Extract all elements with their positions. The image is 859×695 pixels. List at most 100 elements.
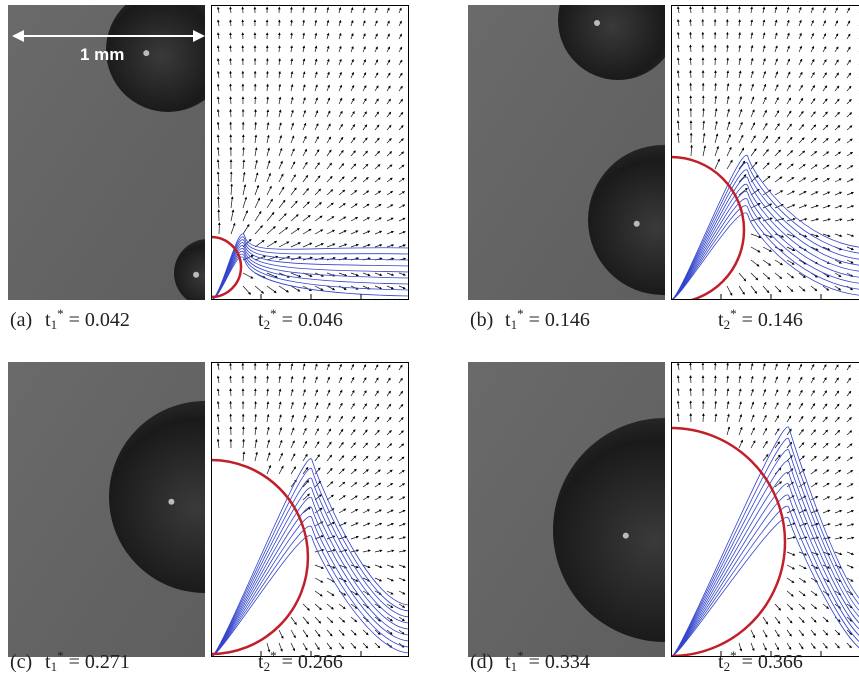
velocity-arrow — [834, 111, 840, 118]
velocity-arrow — [386, 20, 390, 27]
velocity-arrow — [750, 148, 757, 157]
velocity-arrow — [326, 508, 335, 514]
velocity-arrow — [750, 272, 759, 281]
velocity-arrow — [834, 72, 840, 79]
velocity-arrow — [786, 19, 790, 27]
velocity-arrow — [290, 135, 295, 144]
velocity-arrow — [702, 132, 706, 144]
velocity-arrow — [786, 642, 792, 650]
panel: (b) t1* = 0.146 t2* = 0.146 — [468, 5, 859, 332]
velocity-arrow — [714, 70, 717, 79]
velocity-arrow — [362, 629, 369, 636]
streamline — [211, 496, 409, 657]
velocity-arrow — [810, 603, 818, 610]
velocity-arrow — [762, 246, 773, 252]
velocity-arrow — [326, 494, 334, 501]
streamline — [671, 205, 859, 300]
velocity-arrow — [810, 233, 819, 238]
velocity-arrow — [810, 164, 818, 170]
velocity-arrow — [326, 577, 336, 583]
velocity-arrow — [350, 603, 358, 609]
value: = 0.271 — [64, 651, 130, 673]
velocity-arrow — [338, 455, 345, 462]
velocity-arrow — [350, 429, 356, 436]
velocity-arrow — [834, 509, 843, 514]
velocity-arrow — [786, 150, 794, 157]
velocity-arrow — [350, 203, 358, 209]
velocity-arrow — [822, 151, 830, 157]
velocity-arrow — [216, 413, 220, 423]
velocity-arrow — [750, 629, 755, 639]
velocity-arrow — [398, 549, 407, 553]
velocity-arrow — [822, 416, 828, 423]
velocity-arrow — [798, 204, 808, 209]
velocity-arrow — [350, 376, 355, 384]
velocity-arrow — [750, 83, 754, 92]
velocity-arrow — [302, 242, 313, 248]
velocity-arrow — [338, 535, 348, 540]
velocity-arrow — [338, 441, 344, 449]
velocity-arrow — [738, 401, 742, 410]
symbol: t — [718, 309, 724, 331]
velocity-arrow — [762, 70, 766, 79]
velocity-arrow — [302, 135, 307, 144]
velocity-arrow — [738, 285, 745, 295]
velocity-arrow — [374, 536, 383, 540]
droplet — [109, 401, 205, 593]
velocity-arrow — [774, 176, 783, 183]
velocity-arrow — [798, 590, 806, 597]
velocity-arrow — [338, 203, 346, 209]
velocity-arrow — [386, 230, 394, 235]
velocity-arrow — [314, 480, 322, 488]
velocity-arrow — [398, 46, 403, 53]
velocity-arrow — [834, 456, 841, 462]
velocity-arrow — [302, 161, 308, 170]
velocity-arrow — [398, 590, 406, 595]
plot-bg — [671, 5, 859, 300]
velocity-arrow — [822, 233, 831, 238]
velocity-arrow — [314, 402, 319, 410]
velocity-arrow — [834, 390, 840, 397]
velocity-arrow — [822, 629, 829, 636]
velocity-arrow — [290, 642, 296, 652]
velocity-arrow — [326, 110, 331, 118]
velocity-arrow — [386, 377, 391, 384]
velocity-arrow — [314, 215, 323, 222]
velocity-arrow — [786, 389, 791, 397]
velocity-arrow — [374, 642, 381, 649]
velocity-arrow — [676, 362, 680, 371]
velocity-arrow — [798, 376, 803, 384]
velocity-arrow — [738, 134, 744, 144]
velocity-arrow — [362, 59, 366, 66]
highlight — [622, 532, 629, 539]
velocity-arrow — [398, 443, 405, 449]
superscript: * — [57, 648, 64, 663]
velocity-arrow — [326, 149, 332, 157]
photo — [8, 362, 205, 657]
streamline — [211, 487, 409, 657]
velocity-arrow — [774, 642, 779, 651]
velocity-arrow — [810, 32, 814, 40]
velocity-arrow — [338, 71, 342, 79]
velocity-arrow — [798, 402, 803, 410]
velocity-arrow — [302, 616, 310, 625]
velocity-arrow — [398, 430, 404, 436]
velocity-arrow — [774, 259, 783, 266]
velocity-arrow — [362, 72, 367, 79]
velocity-arrow — [774, 123, 780, 131]
highlight — [633, 220, 640, 227]
velocity-arrow — [302, 201, 310, 209]
velocity-arrow — [810, 442, 817, 449]
value: = 0.146 — [737, 309, 803, 331]
velocity-arrow — [266, 642, 271, 653]
velocity-arrow — [362, 190, 370, 196]
velocity-arrow — [750, 246, 761, 253]
velocity-arrow — [714, 400, 718, 410]
velocity-arrow — [822, 603, 830, 609]
velocity-arrow — [326, 564, 336, 569]
velocity-arrow — [676, 120, 680, 131]
velocity-arrow — [278, 109, 282, 118]
velocity-arrow — [302, 642, 308, 651]
velocity-arrow — [326, 71, 330, 79]
velocity-arrow — [326, 229, 336, 235]
